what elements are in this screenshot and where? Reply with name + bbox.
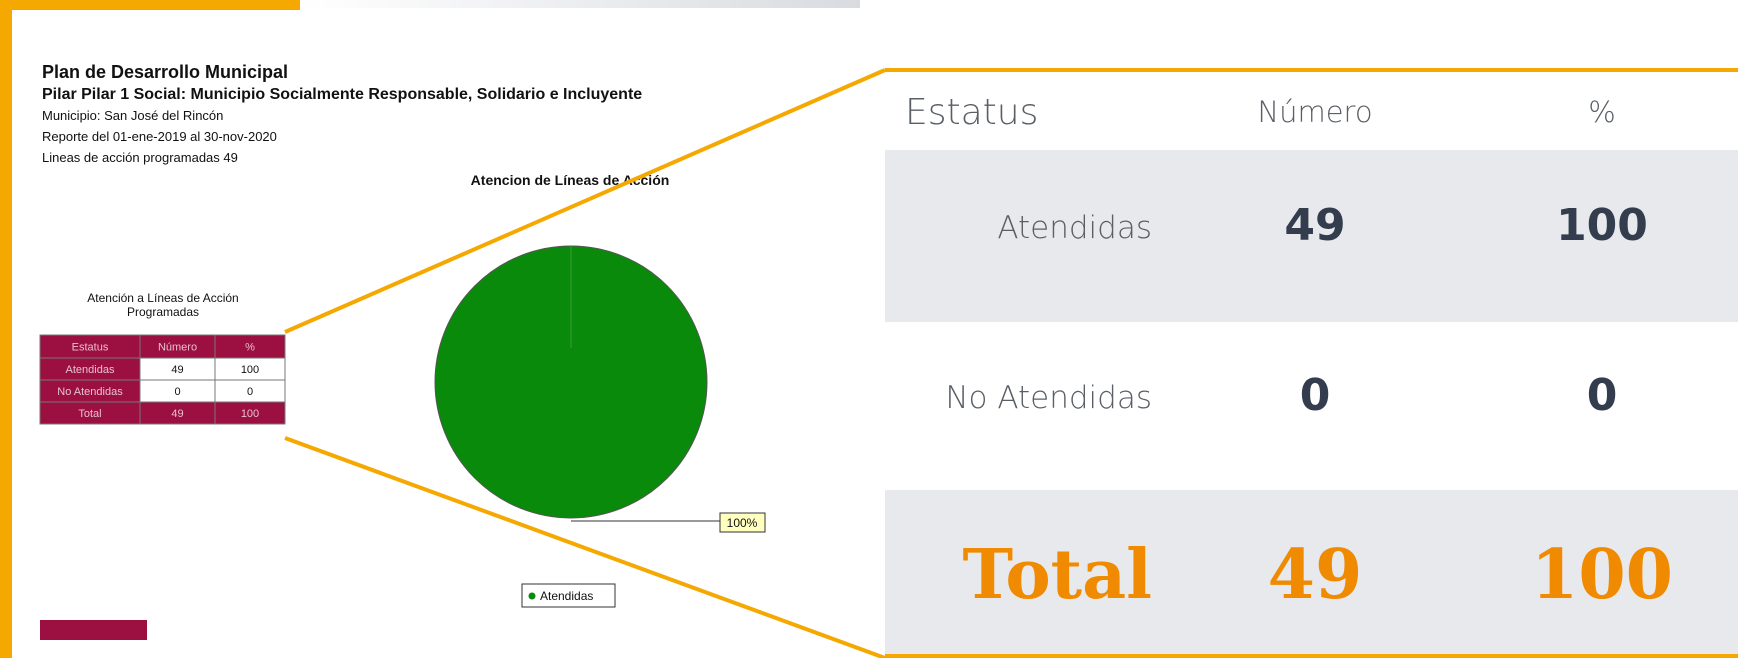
footer-bar [40, 620, 147, 640]
table-text: 100 [241, 364, 259, 376]
zoom-line [284, 68, 886, 334]
pie-title: Atencion de Líneas de Acción [471, 172, 670, 188]
table-caption: Programadas [127, 305, 199, 319]
zoom-header: Estatus [905, 92, 1038, 133]
report-title: Plan de Desarrollo Municipal [42, 62, 288, 82]
zoom-total: Total [963, 535, 1152, 615]
zoom-row-bg [885, 490, 1738, 658]
table-text: % [245, 342, 255, 354]
report-pilar: Pilar Pilar 1 Social: Municipio Socialme… [42, 86, 642, 103]
zoom-value: 49 [1284, 200, 1345, 251]
zoom-value: 0 [1300, 370, 1331, 421]
report-periodo: Reporte del 01-ene-2019 al 30-nov-2020 [42, 129, 277, 144]
table-text: 100 [241, 408, 259, 420]
table-text: Atendidas [66, 364, 115, 376]
small-table: Estatus Número % Atendidas 49 100 No Atendidas… [39, 334, 286, 425]
table-text: 0 [247, 386, 253, 398]
zoom-row-bg [885, 150, 1738, 322]
pie-label: 100% [727, 516, 758, 530]
report-programadas: Lineas de acción programadas 49 [42, 150, 238, 165]
pie-legend: Atendidas [540, 589, 593, 603]
zoom-value: 0 [1587, 370, 1618, 421]
zoom-header: % [1588, 95, 1616, 129]
table-text: Estatus [72, 342, 109, 354]
legend-dot [528, 592, 536, 600]
zoom-header: Número [1257, 95, 1372, 129]
report-municipio: Municipio: San José del Rincón [42, 108, 223, 123]
table-text: No Atendidas [57, 386, 123, 398]
zoom-total: 49 [1268, 535, 1363, 615]
table-text: Total [78, 408, 101, 420]
table-text: 49 [171, 364, 183, 376]
table-cell [214, 401, 286, 425]
table-text: Número [158, 342, 197, 354]
top-shade [300, 0, 860, 8]
table-text: 49 [171, 408, 183, 420]
zoom-value: 100 [1556, 200, 1648, 251]
pie-legend-box [521, 583, 616, 608]
table-text: 0 [174, 386, 180, 398]
left-bar [0, 0, 12, 658]
pie-label-box [719, 512, 766, 533]
zoom-label: No Atendidas [945, 380, 1152, 416]
report-page [0, 0, 860, 658]
top-bar [0, 0, 300, 10]
zoom-rows: Atendidas 49 100 No Atendidas 0 0 Total 49 100 [945, 200, 1673, 615]
zoom-line [284, 436, 886, 658]
zoom-total: 100 [1531, 535, 1673, 615]
table-caption: Atención a Líneas de Acción [87, 291, 238, 305]
zoom-label: Atendidas [997, 210, 1152, 246]
